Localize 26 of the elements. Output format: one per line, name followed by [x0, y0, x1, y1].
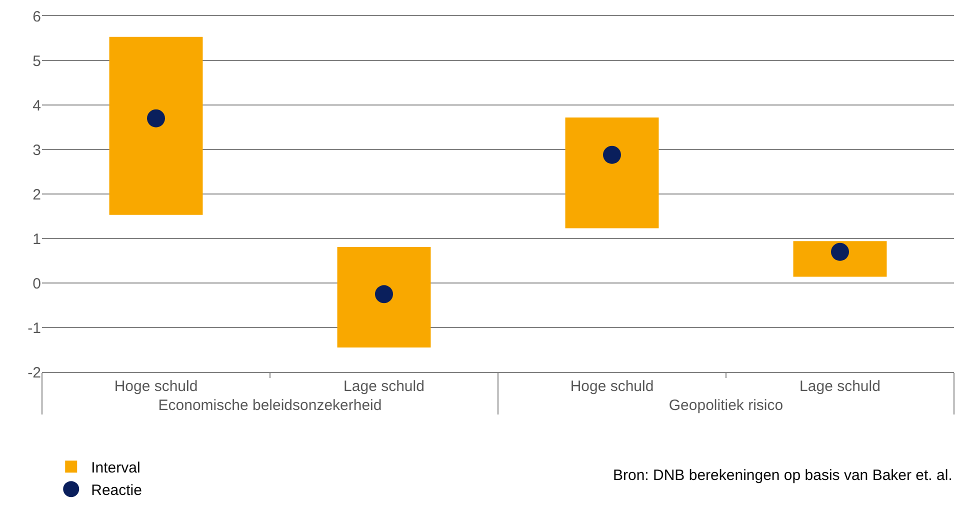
y-tick-label: 2: [32, 186, 41, 204]
y-tick-label: 5: [32, 52, 41, 70]
y-tick-label: -1: [28, 320, 41, 337]
y-tick-label: 1: [32, 230, 41, 248]
point: [147, 109, 165, 128]
text: Geopolitiek risico: [668, 397, 784, 414]
y-tick-label: 0: [32, 275, 41, 292]
x-tick-label: Lage schuld: [344, 378, 424, 395]
text: Bron: DNB berekeningen op basis van Baker et. al.: [613, 467, 952, 484]
point: [603, 146, 621, 164]
bar: [337, 246, 431, 348]
legend-label: Reactie: [91, 482, 142, 499]
x-tick-label: Hoge schuld: [114, 378, 198, 395]
point: [831, 242, 849, 261]
x-tick-label: Lage schuld: [800, 378, 880, 395]
y-tick-label: -2: [28, 364, 41, 382]
legend-label: Interval: [91, 459, 140, 476]
bar: [565, 117, 659, 228]
y-tick-label: 4: [32, 97, 41, 114]
bar: [793, 241, 887, 277]
bar: [109, 36, 203, 215]
text: Economische beleidsonzekerheid: [158, 397, 382, 414]
point: [375, 285, 393, 304]
x-tick-label: Hoge schuld: [570, 378, 654, 395]
y-tick-label: 3: [32, 142, 41, 159]
y-tick-label: 6: [32, 8, 41, 26]
